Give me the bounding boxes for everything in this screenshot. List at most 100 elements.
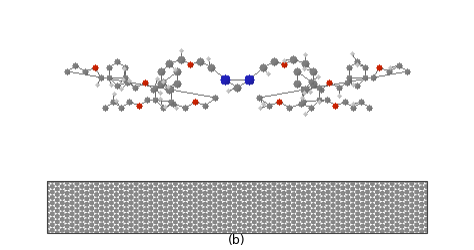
- Circle shape: [351, 187, 355, 192]
- Circle shape: [168, 184, 173, 189]
- Circle shape: [158, 196, 163, 200]
- Circle shape: [341, 197, 345, 201]
- Circle shape: [400, 186, 404, 190]
- Circle shape: [311, 225, 316, 230]
- Circle shape: [55, 214, 59, 219]
- Circle shape: [173, 220, 178, 224]
- Circle shape: [198, 217, 202, 222]
- Circle shape: [154, 192, 158, 197]
- Circle shape: [306, 228, 310, 232]
- Circle shape: [149, 201, 153, 205]
- Circle shape: [316, 206, 320, 211]
- Circle shape: [60, 217, 64, 222]
- Circle shape: [60, 223, 64, 227]
- Circle shape: [144, 213, 148, 218]
- Circle shape: [272, 187, 276, 192]
- Circle shape: [424, 190, 429, 194]
- Circle shape: [198, 196, 202, 200]
- Circle shape: [193, 182, 197, 186]
- Circle shape: [218, 190, 222, 194]
- Circle shape: [222, 213, 227, 218]
- Circle shape: [385, 184, 390, 189]
- Circle shape: [410, 220, 414, 224]
- Circle shape: [360, 218, 365, 223]
- Circle shape: [144, 191, 148, 196]
- Circle shape: [286, 184, 291, 189]
- Circle shape: [419, 202, 424, 206]
- Circle shape: [84, 202, 89, 206]
- Circle shape: [158, 201, 163, 205]
- Circle shape: [90, 217, 94, 222]
- Circle shape: [385, 217, 390, 222]
- Circle shape: [311, 198, 316, 202]
- Circle shape: [94, 182, 99, 186]
- Circle shape: [370, 209, 374, 213]
- Circle shape: [365, 190, 370, 194]
- Circle shape: [164, 218, 168, 223]
- Circle shape: [50, 196, 55, 200]
- Circle shape: [173, 209, 178, 213]
- Circle shape: [109, 179, 114, 184]
- Circle shape: [173, 192, 178, 197]
- Circle shape: [213, 209, 217, 213]
- Circle shape: [114, 231, 118, 235]
- Circle shape: [385, 206, 390, 211]
- Circle shape: [149, 206, 153, 211]
- Circle shape: [262, 218, 266, 223]
- Circle shape: [203, 191, 207, 196]
- Circle shape: [213, 192, 217, 197]
- Circle shape: [336, 179, 340, 184]
- Circle shape: [242, 224, 246, 228]
- Circle shape: [395, 228, 399, 232]
- Circle shape: [60, 206, 64, 211]
- Circle shape: [158, 190, 163, 194]
- Circle shape: [267, 201, 271, 205]
- Circle shape: [419, 218, 424, 223]
- Circle shape: [272, 225, 276, 230]
- Circle shape: [311, 204, 316, 208]
- Circle shape: [405, 196, 409, 200]
- Circle shape: [90, 190, 94, 194]
- Circle shape: [183, 186, 188, 190]
- Circle shape: [331, 204, 335, 208]
- Circle shape: [84, 180, 89, 185]
- Circle shape: [149, 223, 153, 227]
- Circle shape: [119, 179, 123, 184]
- Circle shape: [424, 212, 429, 216]
- Circle shape: [154, 182, 158, 186]
- Circle shape: [257, 190, 261, 194]
- Circle shape: [94, 209, 99, 213]
- Circle shape: [104, 218, 109, 223]
- Circle shape: [375, 184, 380, 189]
- Circle shape: [301, 180, 306, 185]
- Circle shape: [218, 196, 222, 200]
- Circle shape: [267, 223, 271, 227]
- Circle shape: [75, 187, 79, 192]
- Circle shape: [360, 191, 365, 196]
- Circle shape: [45, 213, 50, 218]
- Circle shape: [164, 230, 168, 234]
- Circle shape: [119, 190, 123, 194]
- Bar: [47, 182, 427, 233]
- Circle shape: [94, 231, 99, 235]
- Circle shape: [400, 202, 404, 206]
- Circle shape: [410, 187, 414, 192]
- Circle shape: [114, 187, 118, 192]
- Circle shape: [100, 184, 104, 189]
- Circle shape: [419, 213, 424, 218]
- Circle shape: [232, 209, 237, 213]
- Circle shape: [114, 214, 118, 219]
- Circle shape: [331, 187, 335, 192]
- Circle shape: [385, 201, 390, 205]
- Circle shape: [277, 190, 281, 194]
- Circle shape: [370, 198, 374, 202]
- Circle shape: [139, 228, 143, 232]
- Circle shape: [341, 180, 345, 185]
- Circle shape: [410, 204, 414, 208]
- Circle shape: [262, 191, 266, 196]
- Circle shape: [301, 213, 306, 218]
- Circle shape: [203, 186, 207, 190]
- Circle shape: [178, 217, 182, 222]
- Circle shape: [326, 228, 330, 232]
- Circle shape: [424, 179, 429, 184]
